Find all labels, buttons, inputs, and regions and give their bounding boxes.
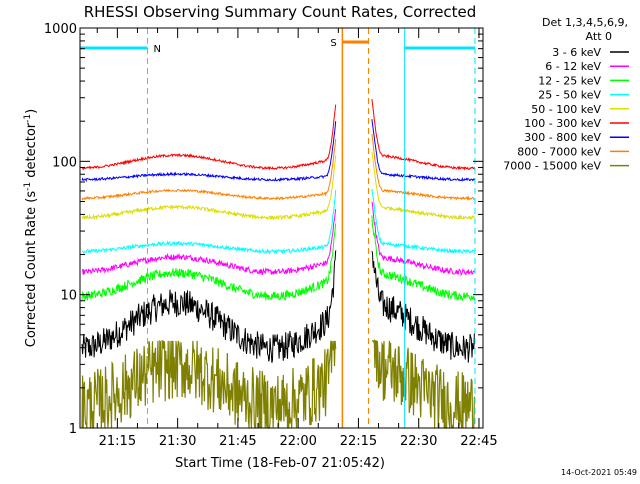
legend-header-detectors: Det 1,3,4,5,6,9,	[542, 16, 628, 29]
series-line	[81, 104, 337, 171]
series-line	[371, 152, 475, 220]
x-tick-label: 21:30	[159, 434, 196, 449]
series-line	[371, 215, 475, 302]
y-tick-label: 1	[69, 422, 77, 437]
y-tick-label: 100	[52, 155, 77, 170]
series-line	[81, 139, 337, 201]
x-tick-label: 22:15	[340, 434, 377, 449]
x-tick-label: 22:45	[460, 434, 497, 449]
series-line	[371, 338, 475, 429]
chart-title: RHESSI Observing Summary Count Rates, Co…	[84, 3, 477, 21]
y-axis-label: Corrected Count Rate (s-1 detector-1)	[23, 109, 39, 347]
series-layer	[81, 99, 475, 429]
series-line	[82, 190, 337, 255]
legend-label: 3 - 6 keV	[552, 46, 601, 59]
x-tick-label: 22:00	[279, 434, 316, 449]
y-tick-label: 10	[60, 289, 77, 304]
legend-label: 50 - 100 keV	[531, 103, 601, 116]
x-tick-label: 22:30	[400, 434, 437, 449]
series-line	[371, 133, 475, 201]
render-timestamp: 14-Oct-2021 05:49	[561, 468, 637, 477]
series-line	[371, 250, 475, 363]
series-line	[81, 209, 337, 276]
saa-label: S	[330, 38, 336, 49]
x-tick-label: 21:15	[99, 434, 136, 449]
legend-header-attenuator: Att 0	[586, 30, 612, 43]
legend-label: 100 - 300 keV	[524, 117, 601, 130]
series-line	[81, 121, 337, 183]
legend-label: 300 - 800 keV	[524, 131, 601, 144]
y-tick-label: 1000	[44, 22, 77, 37]
legend-label: 6 - 12 keV	[545, 60, 601, 73]
series-line	[371, 99, 475, 171]
plot-frame	[79, 27, 484, 429]
series-line	[371, 119, 475, 182]
series-line	[81, 223, 337, 302]
series-line	[371, 201, 475, 277]
series-line	[81, 155, 337, 221]
night-label: N	[154, 44, 161, 55]
x-tick-label: 21:45	[219, 434, 256, 449]
legend-label: 7000 - 15000 keV	[503, 160, 601, 173]
series-line	[81, 250, 337, 363]
legend-label: 800 - 7000 keV	[517, 145, 601, 158]
x-axis-label: Start Time (18-Feb-07 21:05:42)	[175, 456, 385, 471]
series-line	[81, 339, 337, 429]
legend-label: 25 - 50 keV	[538, 89, 601, 102]
legend-label: 12 - 25 keV	[538, 74, 601, 87]
axes-layer: 1 10 100 1000 21:15 21:30 21:45 22:00 22:15 22:30…	[44, 22, 498, 449]
series-line	[371, 188, 475, 255]
